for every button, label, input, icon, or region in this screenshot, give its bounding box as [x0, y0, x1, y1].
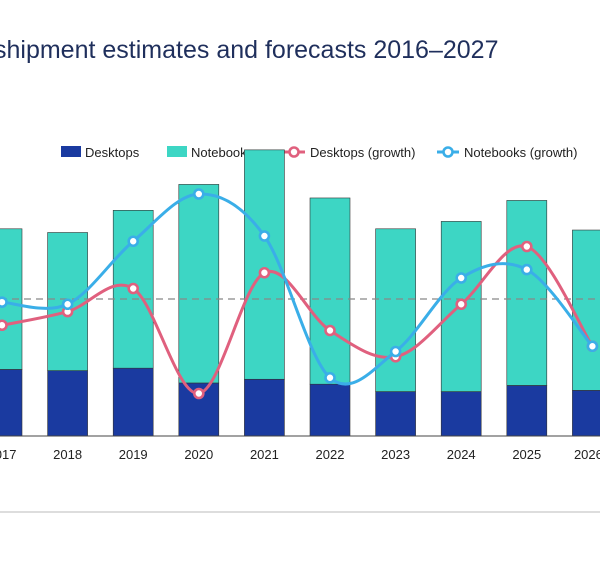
point-notebooks-growth-2018 — [61, 298, 74, 311]
point-desktops-growth-2020 — [193, 387, 205, 400]
legend-item-notebooks-growth: Notebooks (growth) — [437, 145, 577, 160]
legend-swatch-marker-desktops-growth — [288, 146, 300, 158]
point-desktops-growth-2017 — [0, 319, 8, 332]
legend-swatch-desktops — [61, 146, 81, 157]
bar-desktops-2019 — [112, 367, 154, 437]
point-notebooks-growth-2024 — [455, 272, 468, 284]
x-axis-tick-labels: 2017 2018 2019 2020 2021 2022 2023 2024 2025 2026… — [0, 447, 600, 462]
legend-label-desktops-growth: Desktops (growth) — [310, 145, 415, 160]
bar-desktops-2026f — [572, 390, 600, 437]
bar-desktops-2024 — [440, 391, 482, 437]
point-notebooks-growth-2021 — [258, 230, 271, 242]
chart-title: shipment estimates and forecasts 2016–20… — [0, 36, 499, 64]
bar-notebooks-2017 — [0, 228, 23, 370]
x-tick-2017: 2017 — [0, 447, 16, 462]
x-tick-2025: 2025 — [512, 447, 541, 462]
legend-item-desktops: Desktops — [61, 145, 140, 160]
point-notebooks-growth-2017 — [0, 296, 8, 308]
point-notebooks-growth-2020 — [193, 188, 205, 200]
growth-series — [0, 188, 599, 400]
point-notebooks-growth-2019 — [127, 235, 139, 248]
legend-label-desktops: Desktops — [85, 145, 140, 160]
point-desktops-growth-2025 — [520, 240, 533, 253]
x-tick-2023: 2023 — [381, 447, 410, 462]
legend-item-desktops-growth: Desktops (growth) — [283, 145, 415, 160]
chart-legend: Desktops Notebooks Desktops (growth) Notebo… — [61, 145, 577, 160]
bar-notebooks-2026f — [572, 229, 600, 391]
bar-desktops-2017 — [0, 369, 23, 437]
point-notebooks-growth-2022 — [324, 371, 336, 384]
bar-desktops-2022 — [309, 383, 351, 437]
x-tick-2018: 2018 — [53, 447, 82, 462]
point-desktops-growth-2022 — [324, 324, 336, 337]
x-tick-2024: 2024 — [447, 447, 476, 462]
x-tick-2022: 2022 — [316, 447, 345, 462]
bar-notebooks-2025 — [506, 200, 548, 386]
x-tick-2021: 2021 — [250, 447, 279, 462]
bar-desktops-2025 — [506, 385, 548, 437]
point-notebooks-growth-2025 — [520, 263, 533, 276]
legend-swatch-marker-notebooks-growth — [442, 146, 454, 158]
bar-desktops-2023 — [375, 391, 416, 437]
x-tick-2019: 2019 — [119, 447, 148, 462]
legend-swatch-notebooks — [167, 146, 187, 157]
bar-desktops-2021 — [244, 378, 285, 437]
bar-notebooks-2023 — [375, 228, 416, 392]
line-desktops-growth — [1, 244, 594, 395]
legend-label-notebooks-growth: Notebooks (growth) — [464, 145, 577, 160]
bar-notebooks-2020 — [178, 184, 220, 384]
legend-label-notebooks: Notebooks — [191, 145, 254, 160]
legend-item-notebooks: Notebooks — [167, 145, 254, 160]
point-desktops-growth-2024 — [455, 298, 468, 311]
point-notebooks-growth-2026f — [586, 340, 599, 353]
bar-desktops-2018 — [47, 370, 88, 437]
point-desktops-growth-2021 — [258, 266, 271, 279]
bar-notebooks-2022 — [309, 197, 351, 385]
x-tick-2026f: 2026F — [574, 447, 600, 462]
line-notebooks-growth — [1, 192, 594, 386]
point-notebooks-growth-2023 — [389, 345, 402, 358]
x-tick-2020: 2020 — [184, 447, 213, 462]
bar-series — [0, 149, 600, 437]
point-desktops-growth-2019 — [127, 282, 139, 295]
